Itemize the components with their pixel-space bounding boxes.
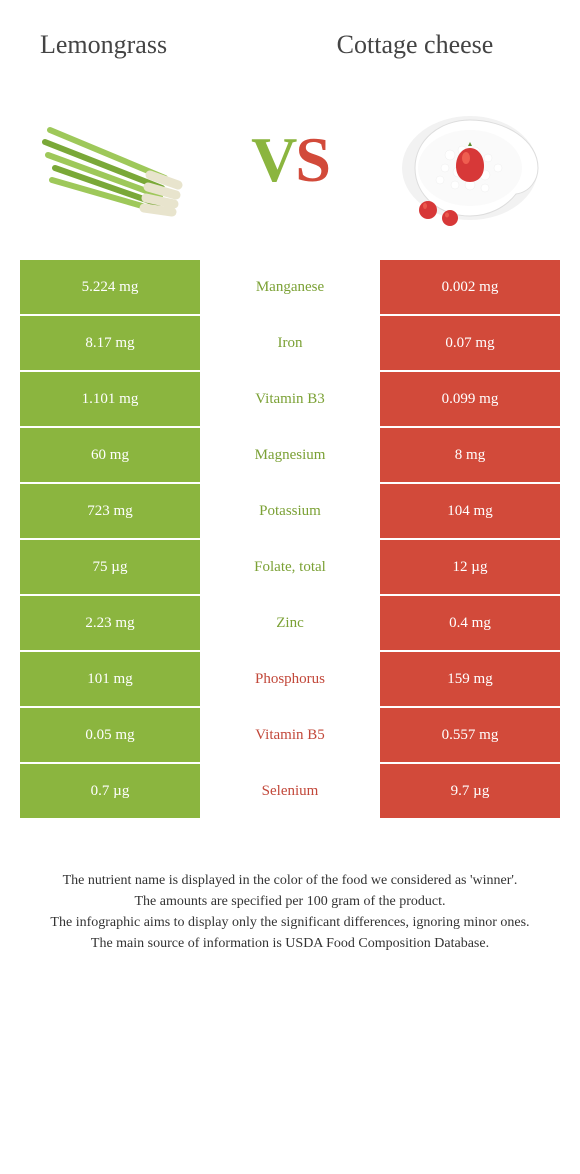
vs-v: V <box>251 124 295 195</box>
left-value: 0.7 µg <box>20 764 200 818</box>
nutrient-name: Vitamin B5 <box>200 708 380 762</box>
nutrient-table: 5.224 mgManganese0.002 mg8.17 mgIron0.07… <box>20 260 560 820</box>
left-value: 5.224 mg <box>20 260 200 314</box>
header: Lemongrass Cottage cheese <box>0 0 580 80</box>
left-value: 8.17 mg <box>20 316 200 370</box>
right-value: 0.002 mg <box>380 260 560 314</box>
footer: The nutrient name is displayed in the co… <box>0 820 580 974</box>
left-value: 1.101 mg <box>20 372 200 426</box>
nutrient-name: Vitamin B3 <box>200 372 380 426</box>
left-value: 2.23 mg <box>20 596 200 650</box>
left-value: 75 µg <box>20 540 200 594</box>
nutrient-name: Phosphorus <box>200 652 380 706</box>
footer-line-1: The nutrient name is displayed in the co… <box>40 870 540 891</box>
right-value: 0.099 mg <box>380 372 560 426</box>
cottage-cheese-image <box>390 90 550 230</box>
right-value: 0.07 mg <box>380 316 560 370</box>
left-value: 101 mg <box>20 652 200 706</box>
table-row: 0.05 mgVitamin B50.557 mg <box>20 708 560 764</box>
lemongrass-image <box>30 90 190 230</box>
footer-line-3: The infographic aims to display only the… <box>40 912 540 933</box>
table-row: 8.17 mgIron0.07 mg <box>20 316 560 372</box>
right-value: 8 mg <box>380 428 560 482</box>
right-value: 0.557 mg <box>380 708 560 762</box>
images-row: VS <box>0 80 580 260</box>
table-row: 0.7 µgSelenium9.7 µg <box>20 764 560 820</box>
nutrient-name: Manganese <box>200 260 380 314</box>
left-value: 723 mg <box>20 484 200 538</box>
footer-line-2: The amounts are specified per 100 gram o… <box>40 891 540 912</box>
right-value: 159 mg <box>380 652 560 706</box>
left-value: 0.05 mg <box>20 708 200 762</box>
left-value: 60 mg <box>20 428 200 482</box>
nutrient-name: Potassium <box>200 484 380 538</box>
table-row: 5.224 mgManganese0.002 mg <box>20 260 560 316</box>
right-value: 104 mg <box>380 484 560 538</box>
vs-label: VS <box>251 123 329 197</box>
table-row: 1.101 mgVitamin B30.099 mg <box>20 372 560 428</box>
table-row: 2.23 mgZinc0.4 mg <box>20 596 560 652</box>
table-row: 75 µgFolate, total12 µg <box>20 540 560 596</box>
table-row: 723 mgPotassium104 mg <box>20 484 560 540</box>
right-value: 9.7 µg <box>380 764 560 818</box>
table-row: 60 mgMagnesium8 mg <box>20 428 560 484</box>
vs-s: S <box>295 124 329 195</box>
right-food-title: Cottage cheese <box>290 30 540 60</box>
right-value: 12 µg <box>380 540 560 594</box>
nutrient-name: Zinc <box>200 596 380 650</box>
table-row: 101 mgPhosphorus159 mg <box>20 652 560 708</box>
nutrient-name: Folate, total <box>200 540 380 594</box>
footer-line-4: The main source of information is USDA F… <box>40 933 540 954</box>
right-value: 0.4 mg <box>380 596 560 650</box>
infographic-container: Lemongrass Cottage cheese VS <box>0 0 580 974</box>
nutrient-name: Iron <box>200 316 380 370</box>
nutrient-name: Selenium <box>200 764 380 818</box>
nutrient-name: Magnesium <box>200 428 380 482</box>
left-food-title: Lemongrass <box>40 30 290 60</box>
